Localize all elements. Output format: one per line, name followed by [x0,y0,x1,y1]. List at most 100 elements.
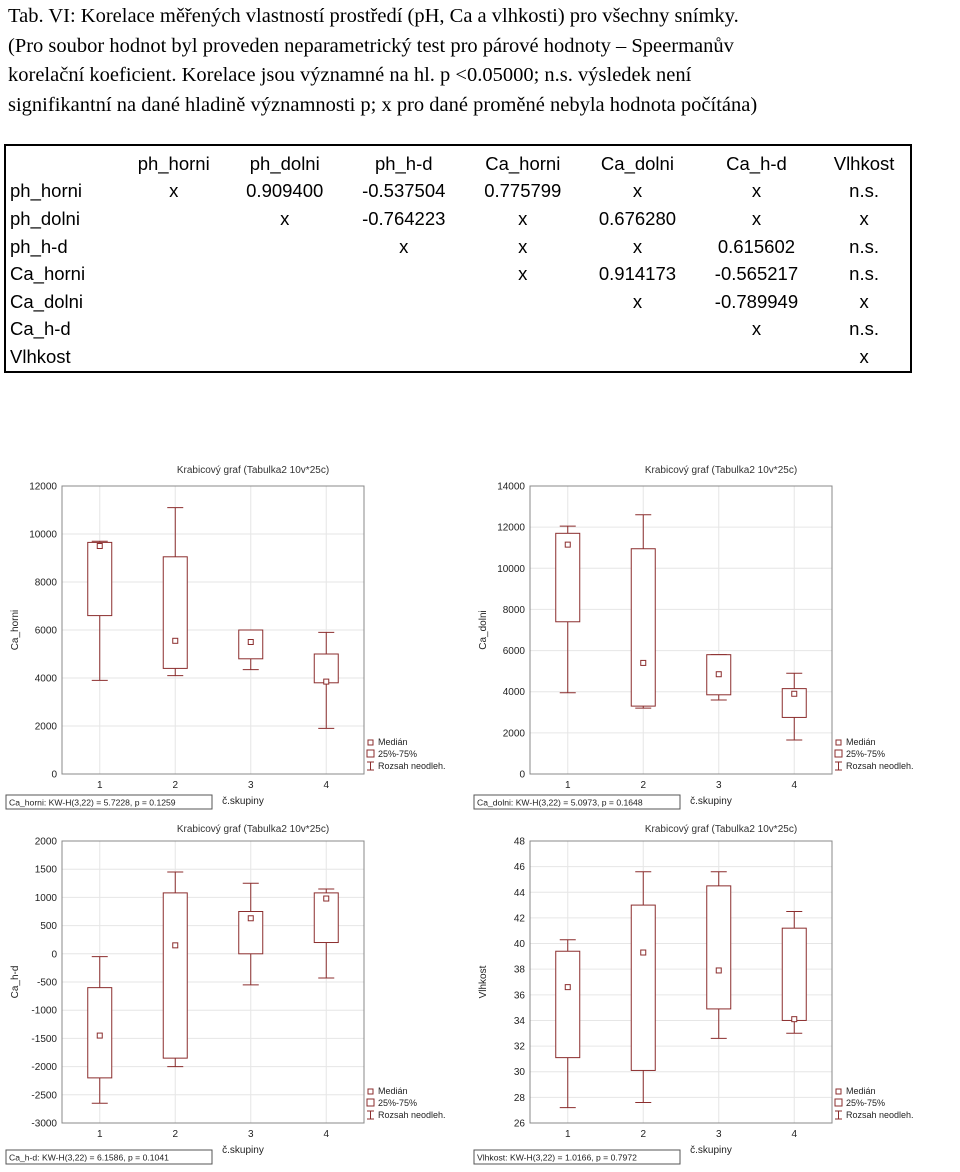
median-marker [172,637,179,644]
x-axis-label: č.skupiny [222,1145,264,1156]
boxplot-ca-dolni: Krabicový graf (Tabulka2 10v*25c) 0 2000 40… [470,456,940,812]
chart-title: Krabicový graf (Tabulka2 10v*25c) [645,465,797,476]
chart-background [2,456,468,812]
box-iqr [313,653,339,684]
table-cell [580,316,695,344]
table-cell [465,288,580,316]
table-cell: -0.537504 [362,180,446,202]
legend-label: 25%-75% [378,1098,417,1108]
box-iqr [238,629,264,660]
table-cell [120,233,227,261]
median-marker [715,671,722,678]
row-header: Vlhkost [10,345,71,367]
box-iqr [162,892,188,1059]
column-header [5,145,120,178]
table-cell: x [751,207,762,229]
y-tick-label: 10000 [29,530,57,541]
legend-box-swatch [834,749,843,758]
median-marker [640,659,647,666]
table-row: ph_horni x 0.909400 -0.537504 0.775799 x… [5,178,911,206]
table-cell: -0.789949 [714,290,799,312]
y-tick-label: -3000 [31,1119,57,1130]
y-tick-label: 32 [514,1042,526,1053]
table-cell [342,343,465,372]
chart-title: Krabicový graf (Tabulka2 10v*25c) [177,465,329,476]
legend-box-swatch [366,1098,375,1107]
table-cell: x [632,180,643,202]
y-tick-label: 6000 [503,646,526,657]
y-axis-label: Ca_h-d [10,966,21,999]
y-tick-label: 1500 [35,865,58,876]
correlation-table: ph_horni ph_dolni ph_h-d Ca_horni Ca_dol… [4,144,912,373]
y-tick-label: 28 [514,1093,526,1104]
y-tick-label: 12000 [29,482,57,493]
column-header: Vlhkost [833,152,895,174]
boxplot-svg: Krabicový graf (Tabulka2 10v*25c) 26 28 30 3… [470,815,940,1167]
table-cell [120,260,227,288]
median-marker [715,967,722,974]
y-axis-label: Ca_dolni [478,610,489,649]
x-tick-label: 3 [716,780,722,791]
y-tick-label: 500 [40,921,57,932]
table-cell [465,343,580,372]
table-cell: -0.565217 [714,263,799,285]
box-iqr [162,556,188,669]
table-cell: 0.676280 [598,207,677,229]
stat-box [473,1149,681,1165]
table-cell [227,260,342,288]
table-cell: x [632,290,643,312]
x-tick-label: 3 [248,780,254,791]
stat-text: Ca_horni: KW-H(3,22) = 5.7228, p = 0.125… [9,798,176,808]
table-cell: n.s. [849,263,879,285]
row-header: Ca_dolni [10,290,84,312]
median-marker [564,541,571,548]
table-row: ph_h-d x x x 0.615602 n.s. [5,233,911,261]
table-cell: x [280,207,290,229]
table-cell [120,288,227,316]
y-tick-label: 38 [514,965,526,976]
y-tick-label: 34 [514,1016,526,1027]
x-tick-label: 3 [248,1129,254,1140]
median-marker [323,895,330,902]
median-marker [323,678,330,685]
y-tick-label: 1000 [35,893,58,904]
legend-label: 25%-75% [846,749,885,759]
legend-label: 25%-75% [846,1098,885,1108]
table-cell [342,288,465,316]
table-cell: 0.775799 [484,180,562,202]
y-tick-label: 0 [51,770,57,781]
y-tick-label: -500 [37,978,57,989]
table-cell [120,316,227,344]
legend-box-swatch [366,749,375,758]
median-marker [96,543,103,549]
x-tick-label: 3 [716,1129,722,1140]
y-axis-label: Ca_horni [10,610,21,651]
y-tick-label: 2000 [35,722,58,733]
median-marker [791,1016,798,1023]
table-cell [120,205,227,233]
table-row: Ca_horni x 0.914173 -0.565217 n.s. [5,260,911,288]
caption-line: korelační koeficient. Korelace jsou význ… [8,64,692,86]
table-cell: x [399,235,409,257]
table-row: Ca_h-d x n.s. [5,316,911,344]
box-iqr [706,885,732,1010]
table-header-row: ph_horni ph_dolni ph_h-d Ca_horni Ca_dol… [5,145,911,178]
legend-median-swatch [367,1088,374,1095]
table-cell: x [751,318,762,340]
table-cell: x [751,180,762,202]
legend-label: Rozsah neodleh. [378,1110,446,1120]
y-tick-label: 36 [514,990,526,1001]
legend-label: Rozsah neodleh. [378,761,446,771]
plot-frame [529,485,833,775]
table-cell: x [169,180,179,202]
legend-median-swatch [835,1088,842,1095]
box-iqr [87,541,113,617]
stat-text: Ca_h-d: KW-H(3,22) = 6.1586, p = 0.1041 [9,1153,169,1163]
x-tick-label: 4 [323,780,329,791]
y-tick-label: -2500 [31,1090,57,1101]
y-tick-label: 46 [514,862,526,873]
x-axis-label: č.skupiny [690,1145,732,1156]
median-marker [96,1032,103,1039]
column-header: ph_dolni [249,152,320,174]
table-cell [695,343,818,372]
